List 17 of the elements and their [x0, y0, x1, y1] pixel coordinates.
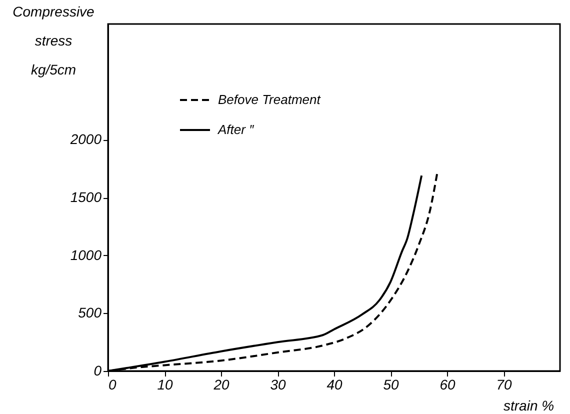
y-axis-title: Compressive stress kg/5cm [12, 4, 95, 78]
x-tick-label: 40 [326, 376, 342, 392]
x-tick-label: 30 [270, 376, 286, 392]
y-tick-label: 500 [78, 304, 102, 321]
x-axis-title: strain % [504, 398, 554, 414]
y-tick-label: 2000 [69, 131, 102, 148]
legend-label: Befove Treatment [218, 92, 322, 107]
y-tick-label: 0 [94, 362, 102, 378]
x-tick-label: 70 [496, 376, 512, 392]
x-tick-label: 50 [383, 376, 399, 392]
x-tick-label: 0 [108, 376, 116, 392]
x-tick-label: 10 [157, 376, 173, 392]
x-tick-label: 20 [212, 376, 230, 392]
y-tick-label: 1500 [70, 189, 102, 205]
x-tick-label: 60 [440, 376, 456, 392]
y-tick-label: 1000 [70, 246, 102, 263]
legend-label: After ″ [217, 122, 254, 137]
